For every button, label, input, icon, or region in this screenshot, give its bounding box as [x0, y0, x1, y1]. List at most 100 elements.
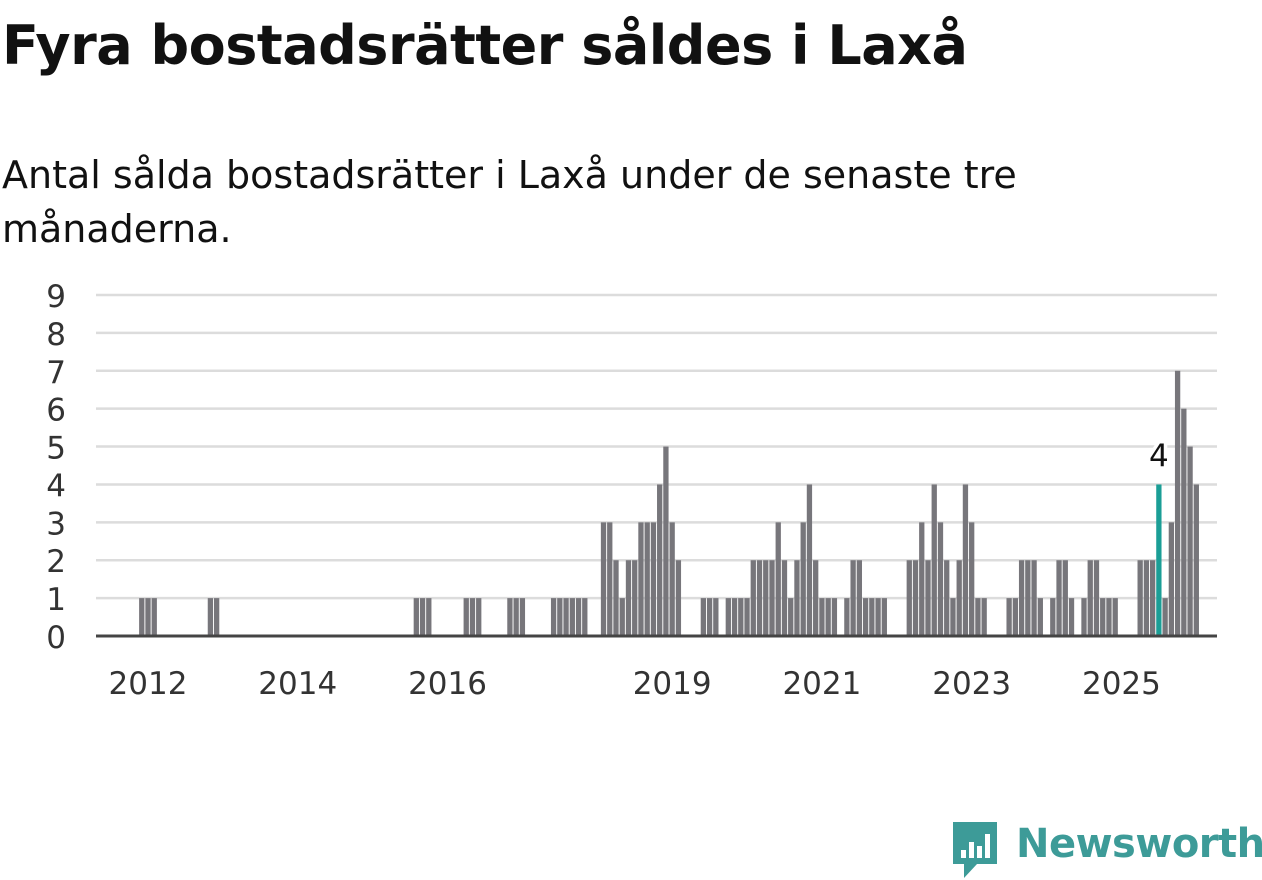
bar — [1031, 560, 1037, 636]
bar — [1012, 598, 1019, 636]
bar — [725, 598, 731, 636]
bar — [881, 598, 887, 636]
bar — [213, 598, 220, 636]
bar — [1006, 598, 1012, 636]
y-tick-label: 3 — [46, 506, 66, 542]
bar — [731, 598, 738, 636]
bar — [1037, 598, 1043, 636]
bar — [956, 560, 962, 636]
bar — [950, 598, 956, 636]
bar — [582, 598, 588, 636]
bar — [756, 560, 763, 636]
bar — [644, 522, 650, 636]
bar — [831, 598, 838, 636]
bar — [675, 560, 682, 636]
bar — [413, 598, 419, 636]
bar — [476, 598, 482, 636]
bar — [869, 598, 875, 636]
x-tick-label: 2019 — [633, 666, 712, 702]
bar — [1100, 598, 1106, 636]
x-tick-label: 2021 — [782, 666, 861, 702]
gridlines — [96, 293, 1217, 600]
bar — [1193, 484, 1199, 636]
bar — [1174, 370, 1181, 636]
bar — [1081, 598, 1087, 636]
bar — [600, 522, 607, 636]
bar — [1181, 408, 1187, 636]
bar — [906, 560, 912, 636]
bar — [819, 598, 825, 636]
chart-subtitle: Antal sålda bostadsrätter i Laxå under d… — [2, 153, 1017, 251]
x-tick-label: 2012 — [109, 666, 188, 702]
highlight-value-label: 4 — [1149, 438, 1169, 474]
bar — [669, 522, 675, 636]
bar — [813, 560, 819, 636]
bar — [625, 560, 632, 636]
x-axis-tick-labels: 2012 2014 2016 2019 2021 2023 2025 — [109, 666, 1161, 702]
bar — [519, 598, 526, 636]
bar — [507, 598, 513, 636]
bar — [513, 598, 519, 636]
bar — [557, 598, 563, 636]
highlight-annotation: 4 — [1146, 435, 1173, 478]
bar — [650, 522, 657, 636]
bar — [426, 598, 432, 636]
bar — [638, 522, 644, 636]
newsworthy-chart-bubble-icon — [953, 822, 997, 878]
bar — [713, 598, 719, 636]
bar — [862, 598, 869, 636]
bar — [750, 560, 756, 636]
bar — [419, 598, 426, 636]
bar — [1162, 598, 1168, 636]
chart-title: Fyra bostadsrätter såldes i Laxå — [2, 14, 968, 77]
bar — [800, 522, 806, 636]
y-tick-label: 7 — [46, 355, 66, 391]
bars — [139, 370, 1199, 636]
bar — [706, 598, 713, 636]
bar — [912, 560, 919, 636]
bar — [1112, 598, 1118, 636]
bar — [1187, 446, 1193, 636]
y-tick-label: 8 — [46, 317, 66, 353]
newsworthy-logo: Newsworthy — [950, 818, 1262, 880]
bar — [550, 598, 557, 636]
x-tick-label: 2016 — [408, 666, 487, 702]
y-tick-label: 0 — [46, 620, 66, 656]
bar — [575, 598, 582, 636]
y-tick-label: 4 — [46, 468, 66, 504]
bar — [1087, 560, 1093, 636]
y-tick-label: 9 — [46, 279, 66, 315]
bar — [931, 484, 937, 636]
bar — [975, 598, 981, 636]
bar — [1056, 560, 1062, 636]
bar — [700, 598, 707, 636]
bar — [207, 598, 214, 636]
bar — [632, 560, 638, 636]
bar — [145, 598, 151, 636]
bar — [469, 598, 476, 636]
bar — [937, 522, 944, 636]
bar — [1050, 598, 1056, 636]
y-tick-label: 6 — [46, 393, 66, 429]
bar — [806, 484, 813, 636]
bar — [563, 598, 569, 636]
bar — [1106, 598, 1112, 636]
bar — [619, 598, 625, 636]
bar — [875, 598, 881, 636]
bar — [775, 522, 781, 636]
bar — [1093, 560, 1100, 636]
bar — [944, 560, 950, 636]
bar — [844, 598, 850, 636]
bar — [1068, 598, 1075, 636]
x-tick-label: 2023 — [932, 666, 1011, 702]
bar — [825, 598, 831, 636]
bar — [781, 560, 788, 636]
bar — [663, 446, 669, 636]
bar — [657, 484, 663, 636]
bar — [463, 598, 469, 636]
bar — [1062, 560, 1068, 636]
y-tick-label: 2 — [46, 544, 66, 580]
y-tick-label: 5 — [46, 431, 66, 467]
bar — [850, 560, 856, 636]
